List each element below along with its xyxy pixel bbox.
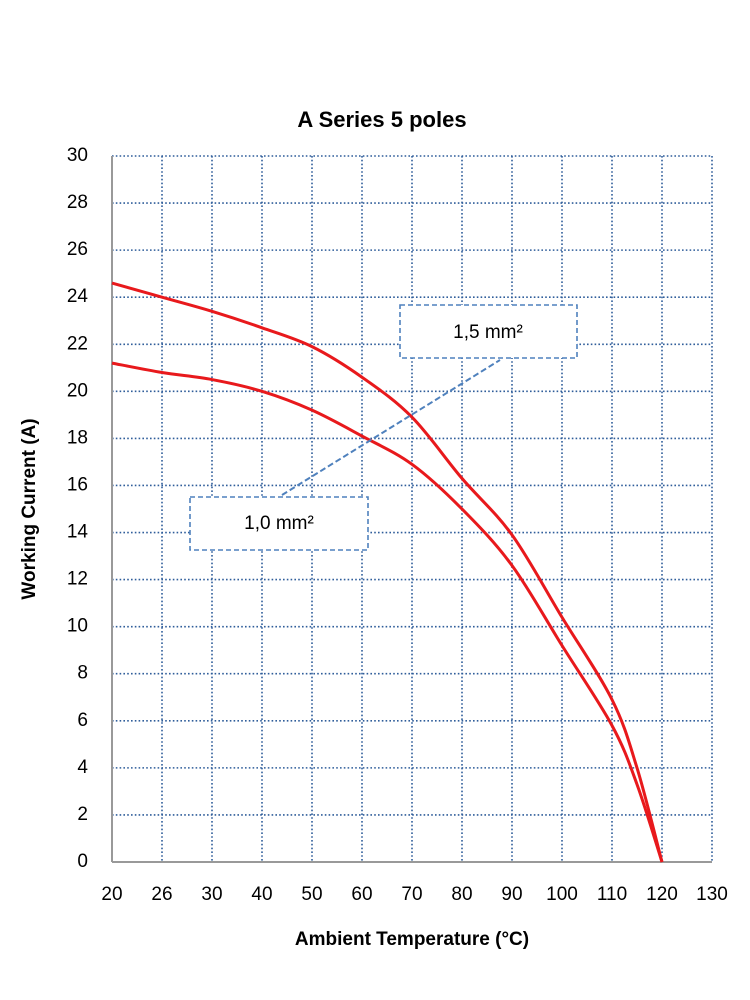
y-tick-label: 16 <box>67 474 88 495</box>
series-line <box>111 361 664 863</box>
y-tick-label: 0 <box>77 851 88 872</box>
y-tick-label: 28 <box>67 192 88 213</box>
y-tick-label: 18 <box>67 427 88 448</box>
plot-lines <box>111 281 664 863</box>
y-axis-title: Working Current (A) <box>19 418 40 599</box>
x-tick-label: 80 <box>451 884 472 905</box>
x-tick-label: 90 <box>501 884 522 905</box>
y-tick-label: 12 <box>67 569 88 590</box>
y-tick-label: 10 <box>67 616 88 637</box>
series-line <box>111 281 664 863</box>
y-tick-label: 8 <box>77 663 88 684</box>
annotation-box <box>399 304 578 359</box>
y-tick-label: 20 <box>67 380 88 401</box>
y-tick-label: 22 <box>67 333 88 354</box>
connector <box>281 359 501 496</box>
y-tick-label: 26 <box>67 239 88 260</box>
x-tick-label: 70 <box>401 884 422 905</box>
x-tick-label: 100 <box>546 884 578 905</box>
y-tick-label: 30 <box>67 145 88 166</box>
x-tick-label: 20 <box>101 884 122 905</box>
chart-title: A Series 5 poles <box>297 107 466 132</box>
annotations: 1,5 mm² 1,0 mm² <box>189 304 578 551</box>
x-tick-label: 120 <box>646 884 678 905</box>
annotation: 1,5 mm² <box>453 322 523 343</box>
x-tick-label: 40 <box>251 884 272 905</box>
x-tick-label: 50 <box>301 884 322 905</box>
y-tick-label: 14 <box>67 522 89 543</box>
y-tick-label: 4 <box>77 757 88 778</box>
x-tick-label: 26 <box>151 884 172 905</box>
x-tick-label: 60 <box>351 884 372 905</box>
x-tick-label: 30 <box>201 884 222 905</box>
y-tick-label: 24 <box>67 286 89 307</box>
y-tick-label: 6 <box>77 710 88 731</box>
y-tick-label: 2 <box>77 804 88 825</box>
x-axis-title: Ambient Temperature (°C) <box>295 929 529 950</box>
annotation-box <box>189 496 369 551</box>
annotation: 1,0 mm² <box>244 513 314 534</box>
x-tick-label: 130 <box>696 884 728 905</box>
x-tick-label: 110 <box>597 884 627 905</box>
